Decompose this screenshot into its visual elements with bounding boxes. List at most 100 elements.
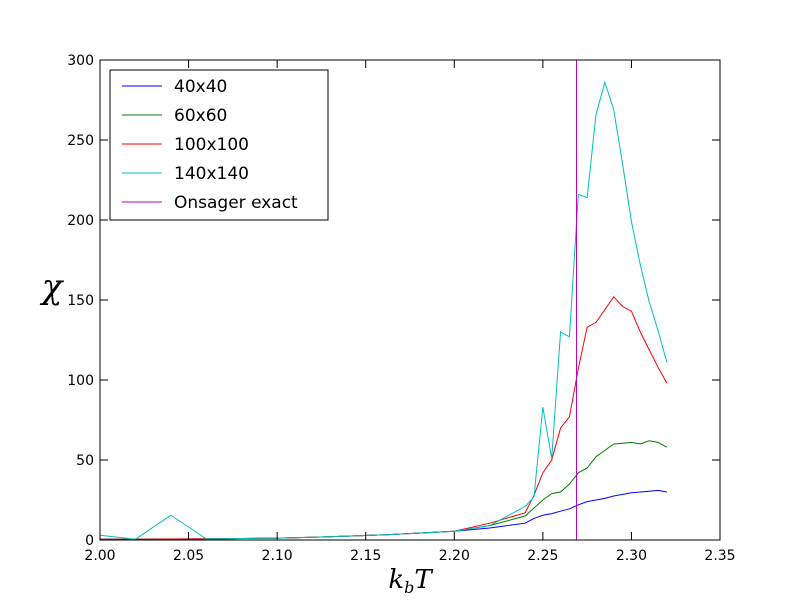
x-tick-label: 2.35: [704, 548, 735, 564]
data-point-140x140-3: [206, 538, 207, 539]
data-point-40x40-14: [542, 515, 543, 516]
legend-label: Onsager exact: [174, 193, 298, 213]
data-point-140x140-26: [649, 301, 650, 302]
plot-area: [99, 60, 668, 540]
data-point-100x100-11: [489, 523, 490, 524]
data-point-40x40-25: [640, 491, 641, 492]
data-point-140x140-23: [622, 163, 623, 164]
data-point-140x140-18: [578, 194, 579, 195]
data-point-100x100-15: [551, 459, 552, 460]
data-point-40x40-17: [569, 508, 570, 509]
y-tick-label: 150: [67, 293, 94, 309]
data-point-140x140-27: [657, 330, 658, 331]
data-point-100x100-17: [569, 416, 570, 417]
data-point-140x140-10: [454, 531, 455, 532]
data-point-140x140-19: [587, 197, 588, 198]
data-point-60x60-15: [551, 493, 552, 494]
data-point-40x40-27: [657, 490, 658, 491]
data-point-140x140-8: [383, 534, 384, 535]
y-tick-label: 300: [67, 53, 94, 69]
x-axis-label-main: k: [388, 565, 404, 595]
y-tick-label: 50: [76, 453, 94, 469]
data-point-140x140-13: [533, 496, 534, 497]
data-point-40x40-23: [622, 494, 623, 495]
y-tick-label: 100: [67, 373, 94, 389]
data-point-140x140-28: [666, 362, 667, 363]
legend-label: 60x60: [174, 106, 227, 126]
data-point-40x40-18: [578, 504, 579, 505]
series-line-40x40: [100, 489, 667, 540]
data-point-100x100-26: [649, 349, 650, 350]
data-point-100x100-16: [560, 427, 561, 428]
data-point-40x40-26: [649, 491, 650, 492]
data-point-60x60-12: [525, 515, 526, 516]
data-point-60x60-20: [595, 456, 596, 457]
data-point-100x100-21: [604, 309, 605, 310]
data-point-100x100-2: [170, 538, 171, 539]
legend-label: 140x140: [174, 164, 249, 184]
x-tick-label: 2.00: [84, 548, 115, 564]
data-point-40x40-22: [613, 495, 614, 496]
data-point-140x140-25: [640, 264, 641, 265]
data-point-140x140-11: [489, 525, 490, 526]
axes-frame: [99, 59, 721, 541]
data-point-40x40-11: [489, 527, 490, 528]
y-axis-label: χ: [40, 267, 65, 307]
legend: 40x40 60x60 100x100 140x140 Onsager exact: [109, 69, 329, 221]
data-point-60x60-26: [649, 440, 650, 441]
data-point-140x140-24: [631, 221, 632, 222]
x-tick-label: 2.15: [350, 548, 381, 564]
data-point-40x40-20: [595, 499, 596, 500]
x-tick-label: 2.25: [527, 548, 558, 564]
data-point-40x40-21: [604, 498, 605, 499]
data-point-140x140-9: [418, 533, 419, 534]
data-point-40x40-19: [587, 501, 588, 502]
data-point-40x40-12: [525, 523, 526, 524]
data-point-140x140-7: [347, 536, 348, 537]
data-point-100x100-18: [578, 368, 579, 369]
data-point-140x140-17: [569, 336, 570, 337]
data-point-60x60-25: [640, 443, 641, 444]
data-point-140x140-22: [613, 109, 614, 110]
series-line-140x140: [99, 80, 668, 540]
y-tick-label: 200: [67, 213, 94, 229]
data-point-140x140-14: [542, 407, 543, 408]
data-point-100x100-19: [587, 327, 588, 328]
x-tick-label: 2.10: [262, 548, 293, 564]
data-point-40x40-16: [560, 511, 561, 512]
legend-label: 40x40: [174, 77, 227, 97]
x-axis-label-tail: T: [414, 565, 433, 595]
data-point-100x100-24: [631, 311, 632, 312]
data-point-140x140-6: [312, 537, 313, 538]
data-point-100x100-14: [542, 472, 543, 473]
data-point-60x60-28: [666, 447, 667, 448]
data-point-40x40-13: [533, 518, 534, 519]
data-point-60x60-24: [631, 442, 632, 443]
data-point-60x60-23: [622, 443, 623, 444]
y-tick-label: 250: [67, 133, 94, 149]
data-point-40x40-24: [631, 492, 632, 493]
x-tick-label: 2.05: [173, 548, 204, 564]
data-point-100x100-22: [613, 296, 614, 297]
legend-label: 100x100: [174, 135, 249, 155]
data-point-60x60-27: [657, 442, 658, 443]
data-point-100x100-20: [595, 322, 596, 323]
data-point-100x100-25: [640, 331, 641, 332]
data-point-140x140-16: [560, 331, 561, 332]
data-point-100x100-27: [657, 367, 658, 368]
series-line-100x100: [100, 296, 668, 540]
data-point-140x140-4: [241, 538, 242, 539]
data-point-100x100-28: [666, 383, 667, 384]
x-axis-label-subscript: b: [404, 578, 414, 597]
data-point-140x140-15: [551, 458, 552, 459]
data-point-140x140-2: [170, 515, 171, 516]
x-tick-label: 2.30: [616, 548, 647, 564]
data-point-60x60-17: [569, 483, 570, 484]
data-point-60x60-14: [542, 499, 543, 500]
data-point-60x60-18: [578, 472, 579, 473]
data-point-60x60-19: [587, 467, 588, 468]
x-axis-label: kbT: [388, 565, 433, 597]
data-point-60x60-16: [560, 491, 561, 492]
